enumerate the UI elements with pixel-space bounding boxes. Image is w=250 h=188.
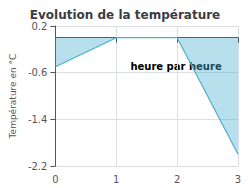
- svg-text:Température en °C: Température en °C: [8, 54, 18, 140]
- svg-text:-2.2: -2.2: [28, 161, 48, 172]
- svg-text:heure par heure: heure par heure: [130, 60, 222, 72]
- svg-text:-1.4: -1.4: [28, 114, 48, 125]
- svg-text:0: 0: [52, 174, 58, 185]
- svg-text:0.2: 0.2: [32, 21, 48, 32]
- svg-text:-0.6: -0.6: [28, 67, 48, 78]
- svg-text:Evolution de la température: Evolution de la température: [30, 8, 221, 22]
- svg-text:3: 3: [235, 174, 241, 185]
- svg-text:1: 1: [113, 174, 119, 185]
- svg-text:2: 2: [174, 174, 180, 185]
